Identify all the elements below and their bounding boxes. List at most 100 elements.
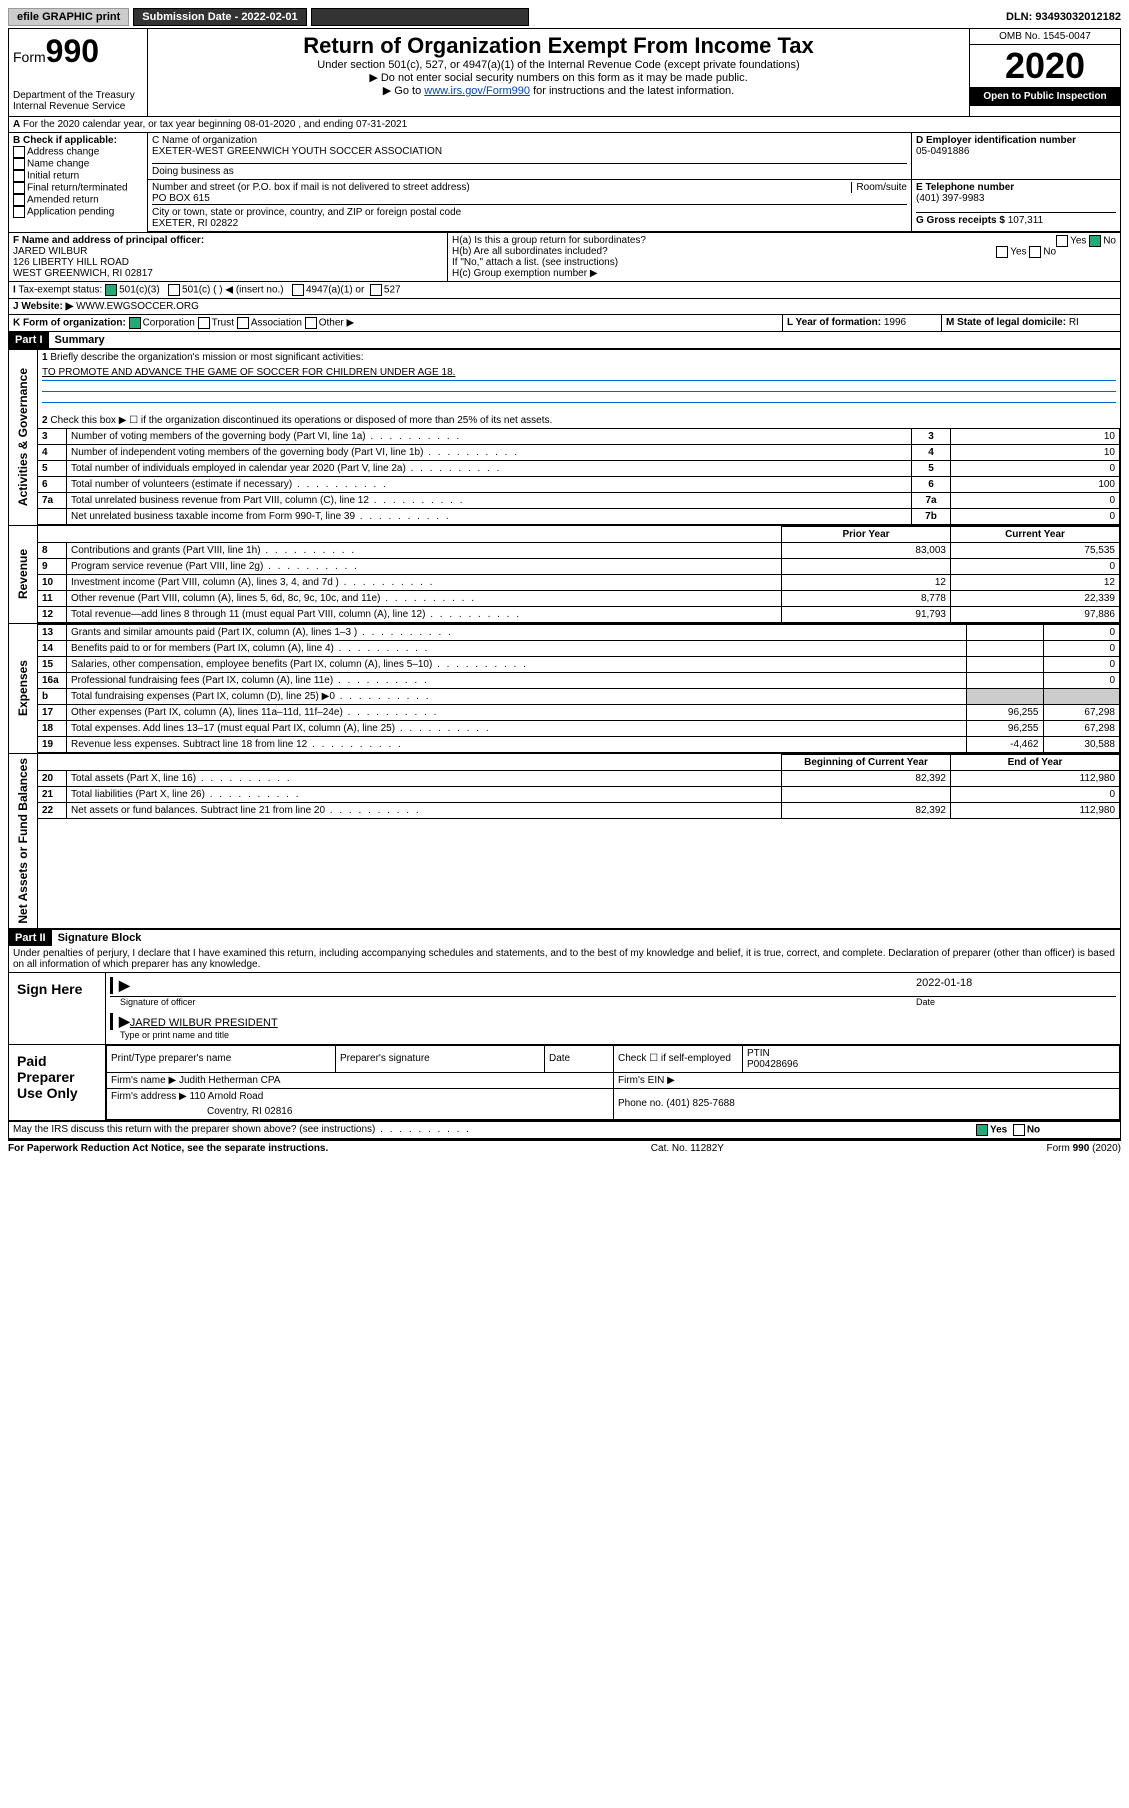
form-container: Form990 Department of the Treasury Inter…: [8, 28, 1121, 1141]
k-corp[interactable]: Corporation: [143, 318, 195, 329]
side-expenses: Expenses: [12, 656, 34, 720]
firm-addr1: 110 Arnold Road: [190, 1091, 264, 1102]
declaration: Under penalties of perjury, I declare th…: [9, 946, 1120, 973]
side-activities: Activities & Governance: [12, 364, 34, 510]
dept-treasury: Department of the Treasury Internal Reve…: [13, 90, 143, 112]
i-527[interactable]: 527: [384, 285, 401, 296]
form-subtitle-1: Under section 501(c), 527, or 4947(a)(1)…: [152, 59, 965, 71]
netassets-table: Beginning of Current YearEnd of Year20To…: [38, 754, 1120, 819]
officer-name: JARED WILBUR: [13, 246, 443, 257]
website-value: WWW.EWGSOCCER.ORG: [76, 301, 199, 312]
efile-button[interactable]: efile GRAPHIC print: [8, 8, 129, 26]
box-i: I Tax-exempt status: 501(c)(3) 501(c) ( …: [9, 282, 1120, 298]
form-header: Form990 Department of the Treasury Inter…: [9, 29, 1120, 117]
form-subtitle-2: ▶ Do not enter social security numbers o…: [152, 71, 965, 84]
blank-button: [311, 8, 529, 26]
k-trust[interactable]: Trust: [212, 318, 234, 329]
part2-header: Part II: [9, 930, 52, 946]
room-label: Room/suite: [851, 182, 907, 193]
footer-mid: Cat. No. 11282Y: [651, 1143, 724, 1154]
city-label: City or town, state or province, country…: [152, 204, 907, 218]
preparer-table: Print/Type preparer's name Preparer's si…: [106, 1045, 1120, 1120]
k-other[interactable]: Other ▶: [319, 318, 354, 329]
page-footer: For Paperwork Reduction Act Notice, see …: [8, 1141, 1121, 1154]
sign-date: 2022-01-18: [916, 977, 1116, 994]
i-501c3[interactable]: 501(c)(3): [119, 285, 160, 296]
tax-year: 2020: [970, 45, 1120, 87]
signer-name: JARED WILBUR PRESIDENT: [130, 1017, 278, 1029]
side-netassets: Net Assets or Fund Balances: [12, 754, 34, 928]
addr-value: PO BOX 615: [152, 193, 907, 204]
l2-text: Check this box ▶ ☐ if the organization d…: [50, 415, 552, 426]
firm-phone-label: Phone no.: [618, 1098, 664, 1109]
m-label: M State of legal domicile:: [946, 317, 1066, 328]
ptin-label: PTIN: [747, 1048, 770, 1059]
irs-link[interactable]: www.irs.gov/Form990: [424, 85, 530, 97]
form-prefix: Form: [13, 49, 46, 65]
gross-value: 107,311: [1008, 215, 1043, 226]
chk-pending[interactable]: Application pending: [27, 207, 114, 218]
submission-date-button[interactable]: Submission Date - 2022-02-01: [133, 8, 306, 26]
firm-label: Firm's name ▶: [111, 1075, 176, 1086]
chk-amended[interactable]: Amended return: [27, 195, 99, 206]
officer-addr1: 126 LIBERTY HILL ROAD: [13, 257, 443, 268]
discuss-text: May the IRS discuss this return with the…: [13, 1124, 375, 1135]
part1-title: Summary: [49, 332, 111, 348]
dba-label: Doing business as: [152, 163, 907, 177]
city-value: EXETER, RI 02822: [152, 218, 907, 229]
goto-prefix: ▶ Go to: [383, 85, 424, 97]
l-value: 1996: [884, 317, 906, 328]
sig-date-label: Date: [916, 997, 1116, 1007]
phone-label: E Telephone number: [916, 182, 1116, 193]
chk-final[interactable]: Final return/terminated: [27, 183, 128, 194]
firm-addr-label: Firm's address ▶: [111, 1091, 187, 1102]
signer-name-label: Type or print name and title: [110, 1030, 1116, 1040]
chk-initial[interactable]: Initial return: [27, 171, 79, 182]
firm-name: Judith Hetherman CPA: [179, 1075, 281, 1086]
part2-title: Signature Block: [52, 930, 148, 946]
goto-suffix: for instructions and the latest informat…: [530, 85, 734, 97]
footer-right: Form 990 (2020): [1047, 1143, 1121, 1154]
ptin-value: P00428696: [747, 1059, 798, 1070]
form-title: Return of Organization Exempt From Incom…: [152, 33, 965, 59]
footer-left: For Paperwork Reduction Act Notice, see …: [8, 1143, 328, 1154]
k-assoc[interactable]: Association: [251, 318, 302, 329]
ein-label: D Employer identification number: [916, 135, 1116, 146]
sig-officer-label: Signature of officer: [110, 997, 916, 1007]
omb-number: OMB No. 1545-0047: [970, 29, 1120, 45]
firm-addr2: Coventry, RI 02816: [107, 1104, 614, 1120]
i-4947[interactable]: 4947(a)(1) or: [306, 285, 364, 296]
chk-name[interactable]: Name change: [27, 159, 89, 170]
ha-no[interactable]: No: [1103, 236, 1116, 247]
side-revenue: Revenue: [12, 545, 34, 603]
ha-yes[interactable]: Yes: [1070, 236, 1086, 247]
ha-label: H(a) Is this a group return for subordin…: [452, 235, 646, 246]
officer-addr2: WEST GREENWICH, RI 02817: [13, 268, 443, 279]
hb-label: H(b) Are all subordinates included?: [452, 246, 608, 257]
prep-name-hdr: Print/Type preparer's name: [107, 1045, 336, 1072]
i-501c[interactable]: 501(c) ( ) ◀ (insert no.): [182, 285, 284, 296]
summary-table: 3Number of voting members of the governi…: [38, 428, 1120, 525]
discuss-yes[interactable]: Yes: [990, 1124, 1007, 1135]
paid-preparer-label: Paid Preparer Use Only: [9, 1045, 106, 1120]
prep-sig-hdr: Preparer's signature: [336, 1045, 545, 1072]
firm-phone: (401) 825-7688: [666, 1098, 734, 1109]
ein-value: 05-0491886: [916, 146, 1116, 157]
box-b-title: B Check if applicable:: [13, 135, 143, 146]
firm-ein-label: Firm's EIN ▶: [614, 1072, 1120, 1088]
m-value: RI: [1069, 317, 1079, 328]
addr-label: Number and street (or P.O. box if mail i…: [152, 182, 851, 193]
org-name: EXETER-WEST GREENWICH YOUTH SOCCER ASSOC…: [152, 146, 907, 157]
discuss-no[interactable]: No: [1027, 1124, 1040, 1135]
l-label: L Year of formation:: [787, 317, 881, 328]
chk-address[interactable]: Address change: [27, 147, 99, 158]
box-b: B Check if applicable: Address change Na…: [9, 133, 148, 232]
prep-date-hdr: Date: [545, 1045, 614, 1072]
top-toolbar: efile GRAPHIC print Submission Date - 20…: [8, 8, 1121, 26]
part1-header: Part I: [9, 332, 49, 348]
mission-label: Briefly describe the organization's miss…: [50, 352, 363, 363]
k-label: K Form of organization:: [13, 318, 126, 329]
hb-note: If "No," attach a list. (see instruction…: [452, 257, 1116, 268]
officer-label: F Name and address of principal officer:: [13, 235, 443, 246]
dln-text: DLN: 93493032012182: [1006, 11, 1121, 23]
